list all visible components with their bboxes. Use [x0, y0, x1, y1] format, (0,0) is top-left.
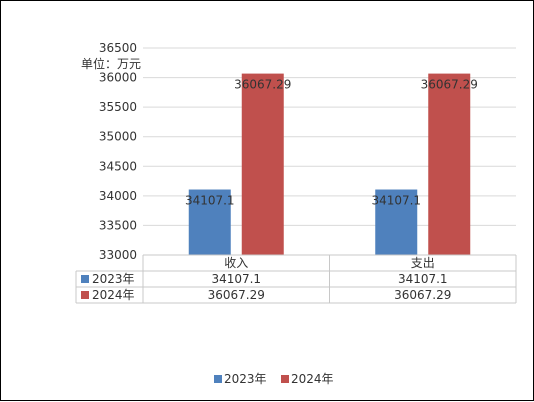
y-tick-label: 36500 — [99, 41, 137, 55]
y-tick-label: 33000 — [99, 248, 137, 262]
table-cell: 36067.29 — [208, 288, 265, 302]
bar — [188, 189, 231, 255]
legend-label: 2024年 — [291, 372, 334, 386]
legend: 2023年 2024年 — [214, 372, 334, 386]
table-legend-key — [81, 291, 89, 299]
data-label: 34107.1 — [371, 194, 421, 208]
table-cell: 36067.29 — [394, 288, 451, 302]
category-label: 收入 — [224, 256, 248, 270]
bar — [241, 73, 284, 255]
y-tick-label: 34500 — [99, 159, 137, 173]
category-label: 支出 — [411, 256, 435, 270]
y-axis: 33000 33500 34000 34500 35000 35500 36000 36500 — [99, 41, 137, 262]
data-label: 34107.1 — [185, 194, 235, 208]
y-tick-label: 36000 — [99, 71, 137, 85]
table-cell: 34107.1 — [211, 272, 261, 286]
data-label: 36067.29 — [234, 78, 291, 92]
y-tick-label: 34000 — [99, 189, 137, 203]
bar — [375, 189, 418, 255]
table-series-name: 2024年 — [92, 288, 135, 302]
bars: 34107.1 36067.29 34107.1 36067.29 — [185, 73, 478, 255]
y-tick-label: 35500 — [99, 100, 137, 114]
legend-label: 2023年 — [224, 372, 267, 386]
legend-key — [214, 375, 222, 383]
table-cell: 34107.1 — [398, 272, 448, 286]
table-legend-key — [81, 275, 89, 283]
y-tick-label: 35000 — [99, 130, 137, 144]
legend-key — [281, 375, 289, 383]
unit-label: 单位：万元 — [81, 56, 141, 71]
bar — [428, 73, 471, 255]
data-table: 收入 支出 2023年 34107.1 34107.1 2024年 36067.29 3606… — [75, 254, 517, 304]
table-series-name: 2023年 — [92, 272, 135, 286]
y-tick-label: 33500 — [99, 218, 137, 232]
data-label: 36067.29 — [421, 78, 478, 92]
